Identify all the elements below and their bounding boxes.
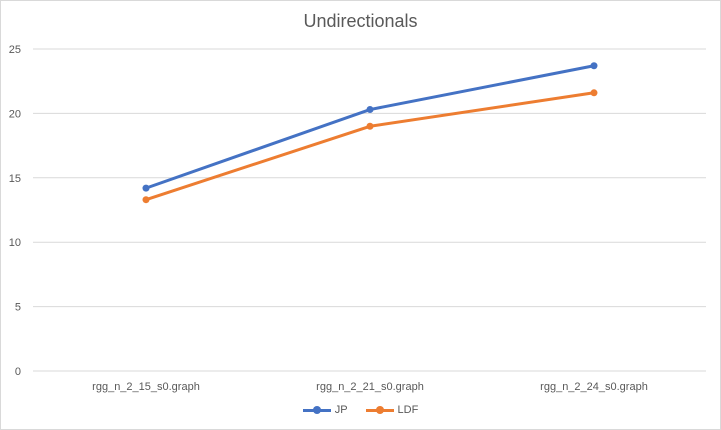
y-axis-ticks: 0 5 10 15 20 25 (9, 44, 21, 378)
y-tick-label: 0 (15, 366, 21, 378)
x-axis-ticks: rgg_n_2_15_s0.graph rgg_n_2_21_s0.graph rg… (92, 381, 648, 393)
data-point-jp (366, 106, 374, 114)
legend-swatch (302, 406, 331, 414)
y-tick-label: 20 (9, 108, 21, 120)
legend-item-jp: JP (302, 404, 348, 416)
data-point-ldf (142, 196, 150, 204)
legend-swatch (365, 406, 394, 414)
series-lines (142, 62, 598, 204)
data-point-jp (142, 184, 150, 192)
y-tick-label: 25 (9, 44, 21, 56)
data-point-ldf (366, 122, 374, 130)
gridlines (33, 48, 706, 372)
y-tick-label: 15 (9, 173, 21, 185)
legend: JP LDF (1, 404, 720, 416)
data-point-jp (590, 62, 598, 70)
legend-item-ldf: LDF (365, 404, 419, 416)
legend-label: LDF (397, 404, 419, 416)
y-tick-label: 5 (15, 302, 21, 314)
x-tick-label: rgg_n_2_24_s0.graph (540, 381, 648, 393)
legend-label: JP (334, 404, 348, 416)
chart-title: Undirectionals (303, 11, 418, 31)
data-point-ldf (590, 89, 598, 97)
x-tick-label: rgg_n_2_21_s0.graph (316, 381, 424, 393)
x-tick-label: rgg_n_2_15_s0.graph (92, 381, 200, 393)
y-tick-label: 10 (9, 237, 21, 249)
